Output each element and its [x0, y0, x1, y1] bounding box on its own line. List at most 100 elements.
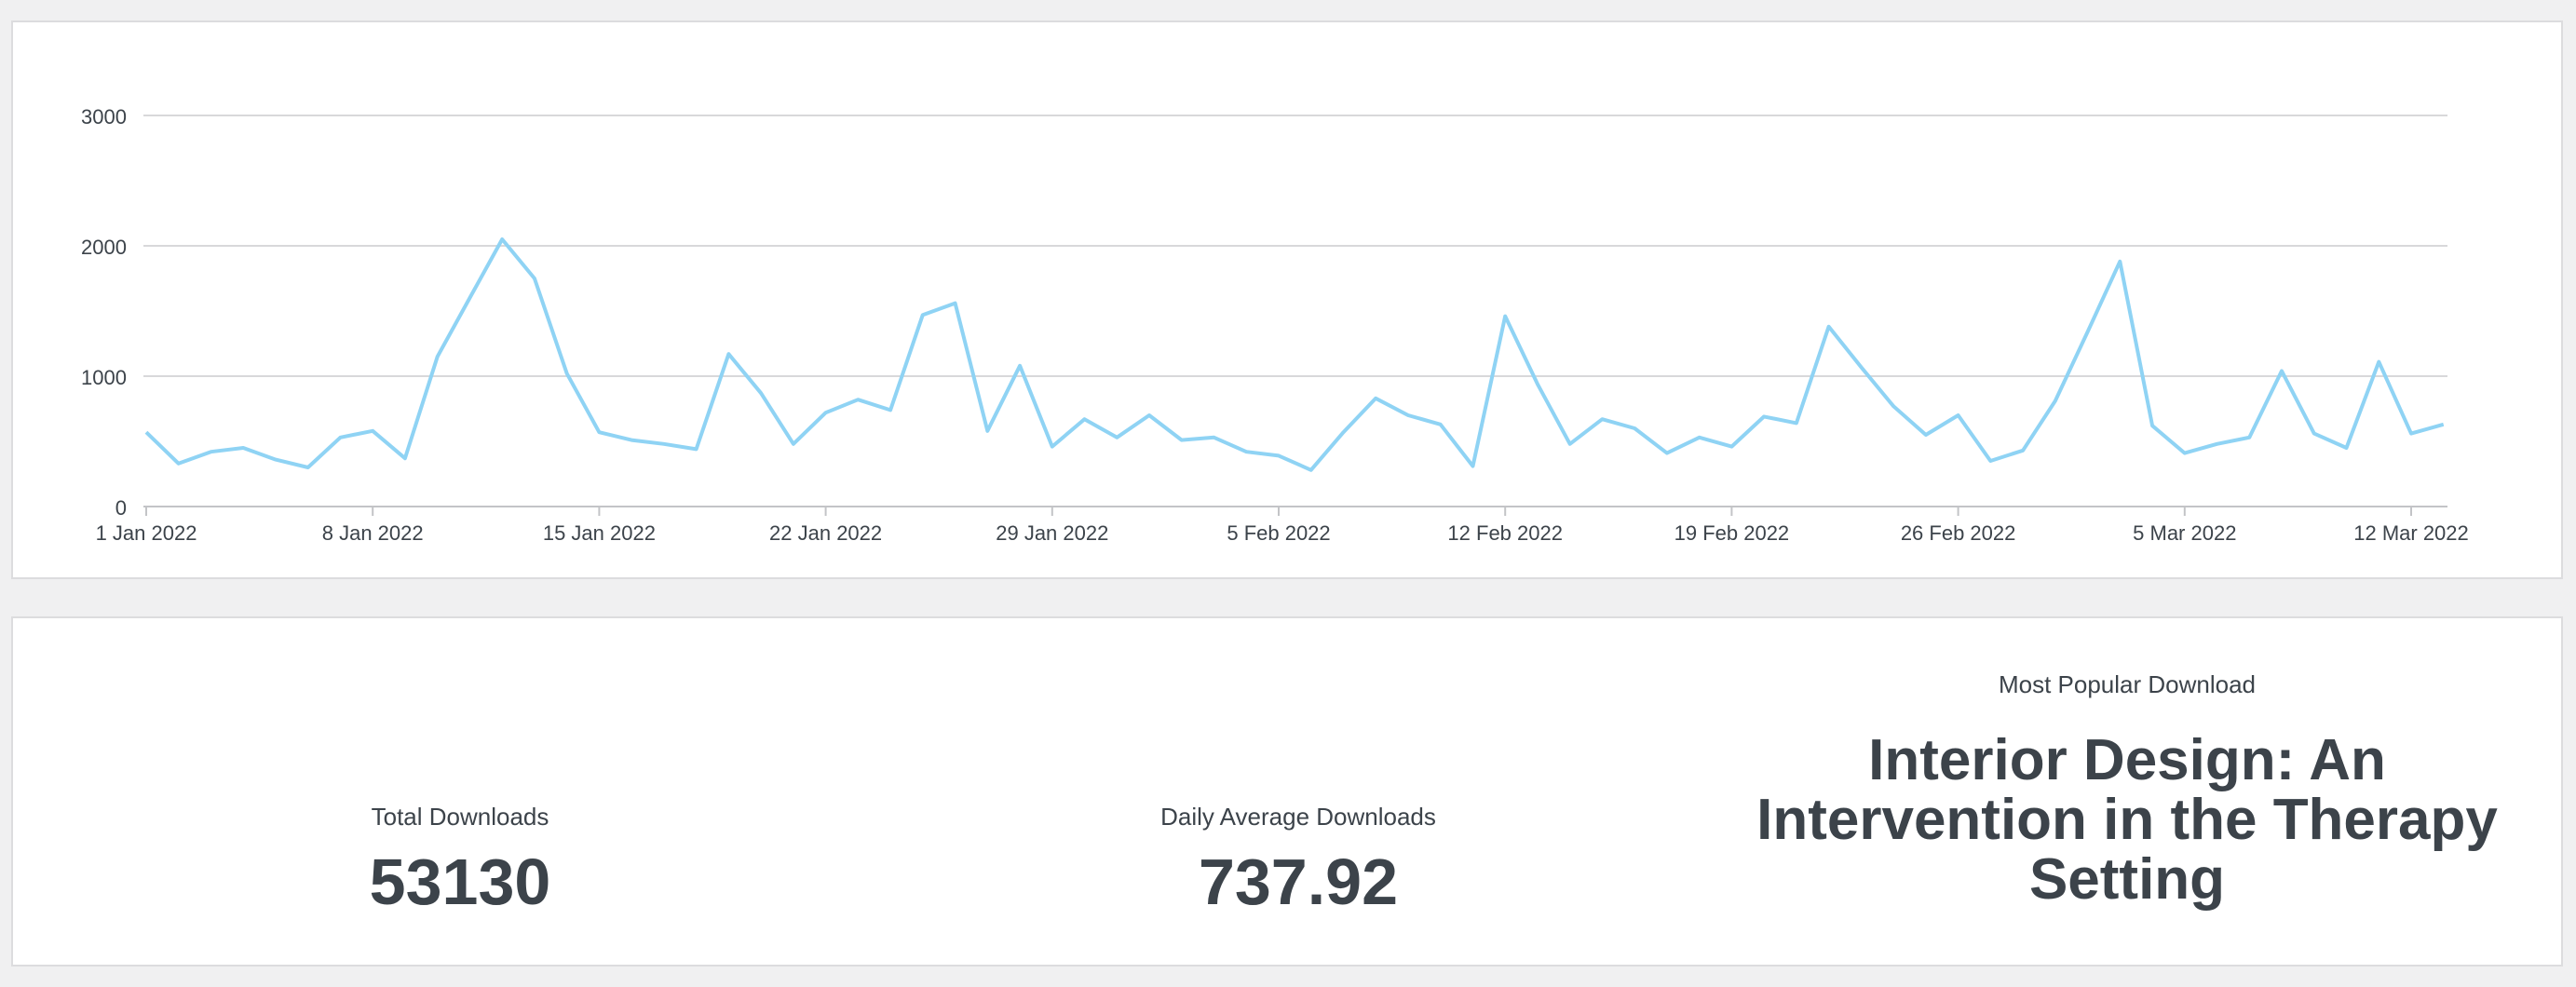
most-popular-value[interactable]: Interior Design: An Intervention in the …	[1756, 728, 2498, 912]
data-point	[2441, 422, 2447, 427]
x-tick-label: 26 Feb 2022	[1901, 521, 2016, 545]
data-point	[1470, 464, 1475, 469]
downloads-line-chart: 0 1000 2000 3000 1 Jan 2022 8 Jan 2022 15 Jan …	[81, 105, 2469, 545]
x-tick-label: 8 Jan 2022	[322, 521, 424, 545]
data-point	[467, 295, 472, 301]
y-tick-label: 1000	[81, 366, 127, 389]
data-point	[1502, 314, 1508, 319]
data-point	[208, 449, 213, 454]
data-point	[2085, 329, 2091, 334]
data-point	[1891, 403, 1896, 409]
data-point	[596, 429, 602, 435]
total-downloads-value: 53130	[369, 845, 551, 918]
data-point	[2408, 431, 2414, 437]
data-point	[1179, 438, 1185, 443]
most-popular-stat: Most Popular Download Interior Design: A…	[1708, 670, 2546, 910]
data-point	[337, 435, 343, 440]
data-point	[1794, 420, 1799, 426]
total-downloads-stat: Total Downloads 53130	[274, 803, 646, 919]
stats-panel: Total Downloads 53130 Daily Average Down…	[11, 616, 2563, 967]
y-tick-label: 2000	[81, 236, 127, 259]
data-point	[1923, 432, 1929, 438]
daily-average-label: Daily Average Downloads	[1160, 803, 1436, 831]
data-point	[1438, 422, 1444, 427]
data-point	[1826, 324, 1832, 330]
data-point	[532, 276, 537, 281]
data-point	[305, 465, 311, 470]
x-tick-label: 22 Jan 2022	[769, 521, 882, 545]
data-point	[888, 407, 893, 412]
data-point	[1729, 444, 1734, 450]
data-point	[1340, 429, 1346, 435]
x-tick-label: 5 Feb 2022	[1227, 521, 1330, 545]
data-point	[2279, 368, 2285, 373]
data-point	[1308, 467, 1314, 473]
x-tick-label: 19 Feb 2022	[1674, 521, 1790, 545]
data-point	[2020, 448, 2026, 453]
data-point	[2344, 445, 2350, 451]
data-point	[855, 397, 861, 402]
x-tick-label: 12 Mar 2022	[2353, 521, 2469, 545]
data-point	[499, 237, 505, 242]
data-point	[564, 371, 570, 376]
total-downloads-label: Total Downloads	[371, 803, 549, 831]
data-point	[143, 429, 149, 435]
data-point	[661, 441, 667, 447]
data-point	[1276, 453, 1281, 458]
data-point	[2376, 359, 2381, 365]
data-point	[920, 312, 926, 318]
data-point	[1956, 412, 1961, 418]
data-point	[953, 301, 958, 306]
data-point	[823, 410, 829, 415]
data-point	[1632, 426, 1637, 431]
data-point	[2117, 259, 2122, 264]
data-point	[1146, 412, 1152, 418]
data-point	[435, 354, 441, 359]
data-point	[629, 438, 634, 443]
series-line	[144, 237, 2445, 472]
x-tick-label: 29 Jan 2022	[996, 521, 1108, 545]
data-point	[1567, 441, 1573, 447]
data-point	[1535, 381, 1540, 386]
y-tick-label: 0	[115, 496, 127, 520]
data-point	[1858, 364, 1864, 370]
most-popular-label: Most Popular Download	[1998, 670, 2257, 698]
data-point	[1697, 435, 1702, 440]
data-point	[1761, 413, 1767, 419]
y-tick-label: 3000	[81, 105, 127, 128]
data-point	[1599, 416, 1605, 422]
downloads-chart-panel: 0 1000 2000 3000 1 Jan 2022 8 Jan 2022 15 Jan …	[11, 20, 2563, 579]
data-point	[984, 428, 990, 434]
x-tick-label: 12 Feb 2022	[1447, 521, 1563, 545]
data-point	[2215, 441, 2220, 447]
data-point	[2053, 399, 2058, 404]
data-point	[240, 445, 246, 451]
data-point	[1082, 416, 1088, 422]
x-tick-label: 5 Mar 2022	[2133, 521, 2236, 545]
daily-average-stat: Daily Average Downloads 737.92	[1019, 803, 1578, 919]
data-point	[694, 446, 699, 452]
data-point	[1017, 363, 1023, 369]
x-tick-label: 1 Jan 2022	[96, 521, 197, 545]
data-point	[402, 455, 408, 461]
data-point	[2246, 435, 2252, 440]
data-point	[273, 457, 278, 463]
data-point	[725, 351, 731, 357]
data-point	[1987, 458, 1993, 464]
data-point	[1664, 451, 1670, 456]
data-point	[2312, 431, 2317, 437]
data-point	[2182, 451, 2188, 456]
daily-average-value: 737.92	[1198, 845, 1399, 918]
x-tick-label: 15 Jan 2022	[543, 521, 656, 545]
data-point	[791, 441, 796, 447]
data-point	[1050, 444, 1055, 450]
data-point	[370, 428, 375, 434]
data-point	[758, 390, 764, 396]
data-point	[2149, 423, 2155, 428]
data-point	[1114, 435, 1119, 440]
data-point	[1405, 412, 1411, 418]
data-point	[176, 461, 182, 466]
data-point	[1243, 449, 1249, 454]
data-point	[1373, 396, 1378, 401]
data-point	[1212, 435, 1217, 440]
